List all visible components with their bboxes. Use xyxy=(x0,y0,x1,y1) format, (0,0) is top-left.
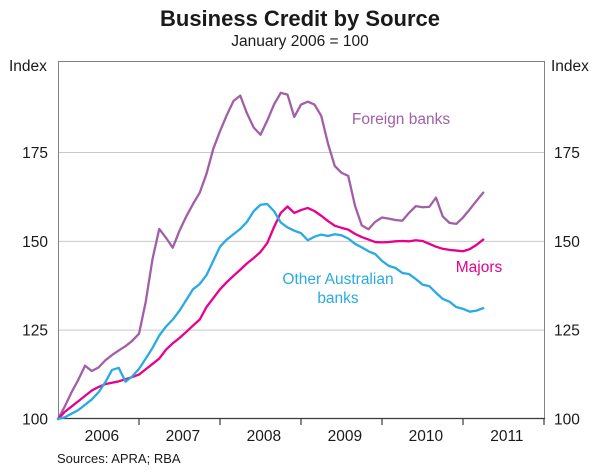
plot-area: 2006 2007 2008 2009 2010 2011 100 100 125 125 150 1… xyxy=(22,61,580,445)
series-line-majors xyxy=(56,205,485,421)
y-tick-label-left-150: 150 xyxy=(22,234,48,251)
y-axis-unit-label-left: Index xyxy=(9,58,47,75)
x-tick-label-2008: 2008 xyxy=(247,428,281,445)
chart-title: Business Credit by Source xyxy=(160,6,440,31)
y-tick-label-left-175: 175 xyxy=(22,145,48,162)
x-tick-label-2009: 2009 xyxy=(328,428,362,445)
sources-note: Sources: APRA; RBA xyxy=(57,451,181,466)
x-tick-label-2011: 2011 xyxy=(490,428,523,445)
plot-frame xyxy=(58,61,545,419)
x-tick-label-2006: 2006 xyxy=(85,428,119,445)
series-label-foreign-banks: Foreign banks xyxy=(351,111,451,128)
y-axis-unit-label-right: Index xyxy=(551,58,589,75)
y-tick-label-left-100: 100 xyxy=(22,412,48,429)
series-label-other-australian-banks: Other Australian banks xyxy=(282,271,394,307)
y-tick-label-right-100: 100 xyxy=(554,412,580,429)
y-tick-label-left-125: 125 xyxy=(22,323,48,340)
series-line-foreign-banks xyxy=(56,91,485,421)
chart-subtitle: January 2006 = 100 xyxy=(231,33,369,50)
y-tick-label-right-125: 125 xyxy=(554,323,580,340)
y-tick-label-right-150: 150 xyxy=(554,234,580,251)
y-tick-label-right-175: 175 xyxy=(554,145,580,162)
series-label-majors: Majors xyxy=(455,259,503,276)
series-line-other-australian-banks xyxy=(56,202,485,421)
x-tick-label-2007: 2007 xyxy=(166,428,200,445)
x-tick-label-2010: 2010 xyxy=(409,428,444,445)
